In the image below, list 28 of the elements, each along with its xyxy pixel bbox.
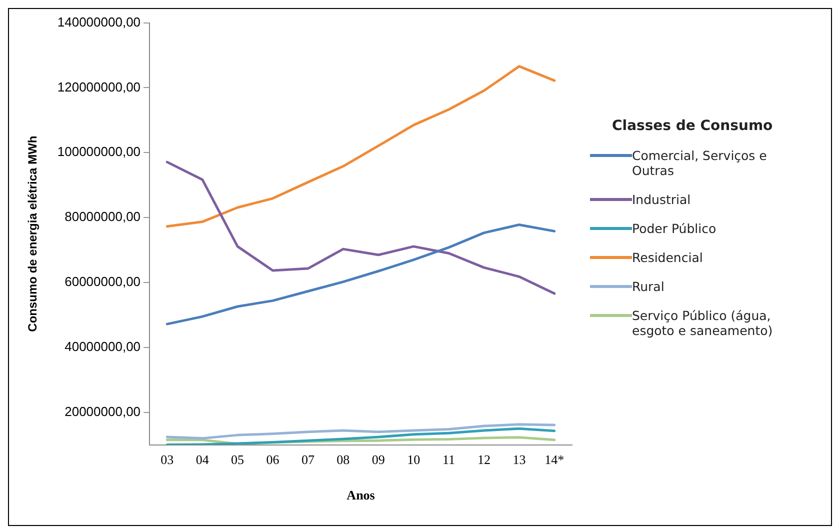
legend-label: Poder Público [632,221,718,236]
y-tick-label: 120000000,00 [57,79,141,94]
legend-label: Rural [632,279,666,294]
x-tick-label: 09 [372,452,385,468]
legend-label: Residencial [632,250,704,265]
legend-label: Comercial, Serviços e Outras [632,148,768,178]
x-tick-label: 14* [544,452,564,468]
x-tick-label: 05 [231,452,244,468]
x-tick-label: 04 [196,452,210,468]
x-tick-label: 11 [442,452,456,468]
y-tick-label: 60000000,00 [64,274,141,290]
x-tick-label: 07 [301,452,315,468]
legend-label: Serviço Público (água, esgoto e saneamento) [632,308,774,338]
x-tick-label: 06 [266,452,280,468]
x-tick-label: 13 [512,452,526,468]
x-tick-label: 10 [407,452,420,468]
legend-label: Industrial [632,192,692,207]
x-tick-label: 03 [160,452,174,468]
y-tick-label: 80000000,00 [64,209,141,224]
y-axis-title: Consumo de energia elétrica MWh [26,136,40,332]
x-axis-title: Anos [346,488,375,503]
legend-title: Classes de Consumo [612,118,774,134]
y-tick-label: 100000000,00 [57,144,141,160]
y-tick-label: 40000000,00 [64,338,141,354]
x-tick-label: 08 [336,452,350,468]
y-tick-label: 140000000,00 [57,14,141,30]
x-tick-label: 12 [477,452,490,468]
y-tick-label: 20000000,00 [64,404,141,419]
